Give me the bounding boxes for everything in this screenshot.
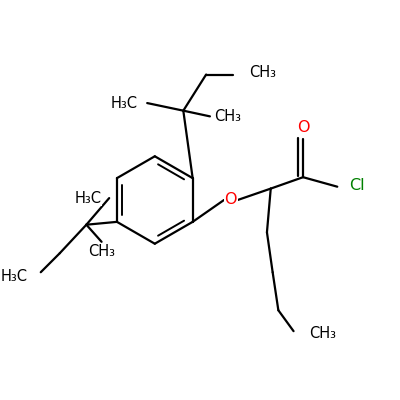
- Text: H₃C: H₃C: [74, 190, 102, 206]
- Text: CH₃: CH₃: [88, 244, 115, 259]
- Text: H₃C: H₃C: [111, 96, 138, 110]
- Text: CH₃: CH₃: [310, 326, 336, 340]
- Text: CH₃: CH₃: [249, 65, 276, 80]
- Text: CH₃: CH₃: [214, 109, 241, 124]
- Text: Cl: Cl: [349, 178, 364, 194]
- Text: O: O: [298, 120, 310, 135]
- Text: H₃C: H₃C: [0, 268, 28, 284]
- Text: O: O: [224, 192, 237, 208]
